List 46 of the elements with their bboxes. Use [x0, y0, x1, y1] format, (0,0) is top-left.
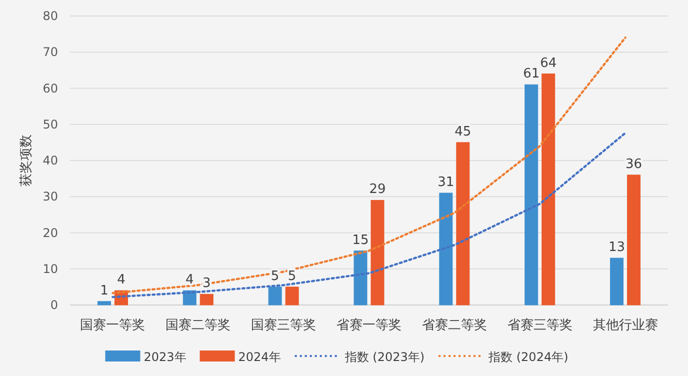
legend-label: 2023年 — [144, 350, 186, 364]
y-tick-label: 60 — [42, 81, 58, 96]
x-tick-label: 省赛一等奖 — [336, 317, 402, 333]
y-tick-label: 30 — [42, 190, 58, 204]
y-tick-label: 70 — [42, 45, 58, 60]
data-label: 15 — [352, 232, 369, 248]
x-tick-label: 省赛二等奖 — [422, 317, 487, 333]
x-tick-label: 其他行业赛 — [592, 317, 658, 333]
bar — [285, 286, 299, 306]
bar — [97, 301, 111, 306]
data-label: 5 — [288, 268, 296, 284]
bar — [627, 174, 641, 306]
bar — [610, 258, 624, 306]
legend-label: 2024年 — [238, 350, 281, 364]
bar — [439, 192, 453, 306]
data-label: 61 — [523, 66, 540, 82]
y-tick-label: 80 — [42, 9, 58, 23]
y-tick-label: 50 — [42, 117, 58, 132]
y-tick-label: 0 — [50, 298, 58, 312]
legend-label: 指数 (2024年) — [488, 350, 568, 364]
x-tick-label: 国赛一等奖 — [80, 317, 146, 333]
data-label: 29 — [369, 182, 386, 198]
legend-label: 指数 (2023年) — [344, 350, 425, 364]
x-tick-label: 省赛三等奖 — [507, 317, 572, 333]
data-label: 45 — [454, 124, 472, 140]
y-tick-label: 10 — [42, 262, 58, 276]
y-tick-label: 20 — [42, 226, 58, 240]
data-label: 4 — [186, 272, 194, 288]
bar — [354, 250, 368, 306]
data-label: 1 — [100, 283, 108, 298]
data-label: 36 — [626, 156, 642, 172]
data-label: 13 — [608, 240, 626, 256]
bar — [268, 286, 282, 306]
bar — [456, 142, 470, 306]
bar — [524, 84, 538, 306]
y-tick-label: 40 — [42, 154, 58, 168]
x-tick-label: 国赛三等奖 — [251, 317, 316, 333]
bar — [370, 200, 384, 306]
data-label: 64 — [540, 56, 557, 71]
y-axis-title: 获奖项数 — [19, 134, 34, 186]
bar — [200, 294, 214, 306]
bar — [542, 74, 556, 306]
x-tick-label: 国赛二等奖 — [166, 317, 231, 333]
line-series — [112, 36, 626, 294]
data-label: 31 — [438, 175, 454, 190]
data-label: 4 — [117, 272, 126, 288]
